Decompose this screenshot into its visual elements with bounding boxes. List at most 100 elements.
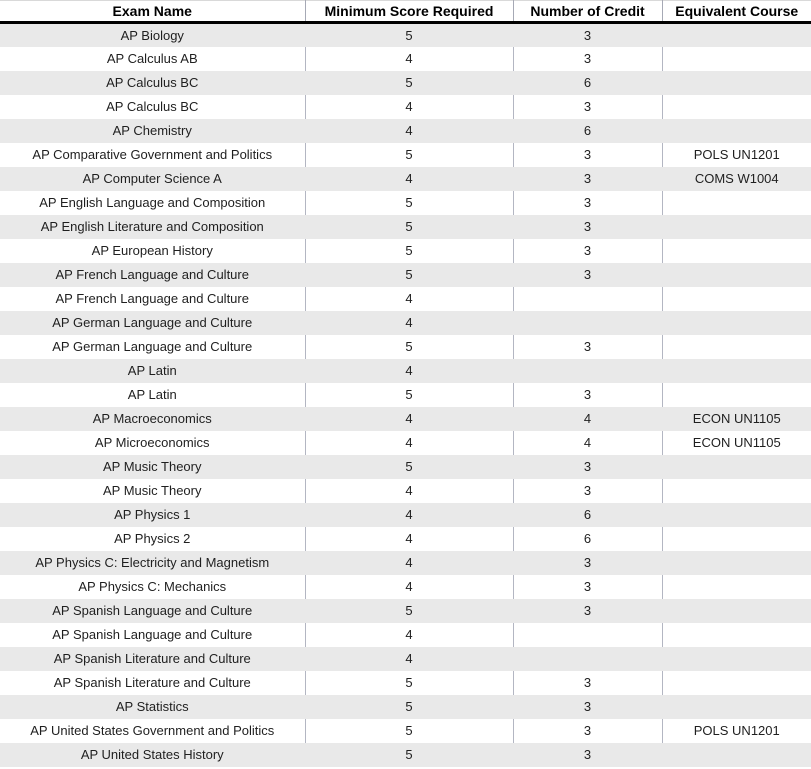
cell-equivalent-course[interactable] <box>662 358 811 383</box>
table-row[interactable]: AP Spanish Language and Culture 4 <box>0 622 811 647</box>
table-row[interactable]: AP Comparative Government and Politics 5… <box>0 142 811 167</box>
cell-minimum-score[interactable]: 5 <box>305 718 514 743</box>
cell-minimum-score[interactable]: 5 <box>305 70 514 95</box>
table-row[interactable]: AP Macroeconomics 4 4 ECON UN1105 <box>0 406 811 431</box>
cell-equivalent-course[interactable] <box>662 550 811 575</box>
table-row[interactable]: AP Spanish Language and Culture 5 3 <box>0 598 811 623</box>
cell-equivalent-course[interactable] <box>662 310 811 335</box>
cell-equivalent-course[interactable] <box>662 598 811 623</box>
table-row[interactable]: AP Spanish Literature and Culture 5 3 <box>0 670 811 695</box>
cell-number-of-credit[interactable]: 3 <box>513 262 663 287</box>
table-row[interactable]: AP German Language and Culture 4 <box>0 310 811 335</box>
cell-number-of-credit[interactable]: 3 <box>513 670 663 695</box>
cell-minimum-score[interactable]: 5 <box>305 190 514 215</box>
cell-number-of-credit[interactable]: 3 <box>513 166 663 191</box>
table-row[interactable]: AP Physics 1 4 6 <box>0 502 811 527</box>
cell-number-of-credit[interactable]: 3 <box>513 382 663 407</box>
cell-exam-name[interactable]: AP European History <box>0 238 306 263</box>
cell-equivalent-course[interactable] <box>662 214 811 239</box>
table-row[interactable]: AP Computer Science A 4 3 COMS W1004 <box>0 166 811 191</box>
table-row[interactable]: AP Physics 2 4 6 <box>0 526 811 551</box>
cell-equivalent-course[interactable] <box>662 286 811 311</box>
table-row[interactable]: AP Latin 5 3 <box>0 382 811 407</box>
table-row[interactable]: AP Biology 5 3 <box>0 22 811 47</box>
cell-number-of-credit[interactable]: 3 <box>513 46 663 71</box>
table-row[interactable]: AP French Language and Culture 4 <box>0 286 811 311</box>
cell-minimum-score[interactable]: 4 <box>305 166 514 191</box>
cell-exam-name[interactable]: AP Spanish Language and Culture <box>0 622 306 647</box>
cell-minimum-score[interactable]: 4 <box>305 622 514 647</box>
cell-minimum-score[interactable]: 4 <box>305 502 514 527</box>
cell-equivalent-course[interactable] <box>662 502 811 527</box>
cell-number-of-credit[interactable] <box>513 646 663 671</box>
cell-number-of-credit[interactable]: 6 <box>513 502 663 527</box>
cell-exam-name[interactable]: AP Computer Science A <box>0 166 306 191</box>
table-row[interactable]: AP Music Theory 4 3 <box>0 478 811 503</box>
cell-number-of-credit[interactable] <box>513 310 663 335</box>
cell-number-of-credit[interactable]: 3 <box>513 718 663 743</box>
cell-minimum-score[interactable]: 4 <box>305 310 514 335</box>
cell-minimum-score[interactable]: 5 <box>305 334 514 359</box>
table-row[interactable]: AP United States Government and Politics… <box>0 718 811 743</box>
table-row[interactable]: AP English Literature and Composition 5 … <box>0 214 811 239</box>
cell-number-of-credit[interactable]: 3 <box>513 238 663 263</box>
cell-minimum-score[interactable]: 5 <box>305 454 514 479</box>
cell-equivalent-course[interactable]: COMS W1004 <box>662 166 811 191</box>
cell-minimum-score[interactable]: 4 <box>305 94 514 119</box>
cell-minimum-score[interactable]: 5 <box>305 694 514 719</box>
cell-equivalent-course[interactable] <box>662 22 811 47</box>
table-row[interactable]: AP English Language and Composition 5 3 <box>0 190 811 215</box>
cell-exam-name[interactable]: AP English Language and Composition <box>0 190 306 215</box>
cell-exam-name[interactable]: AP Microeconomics <box>0 430 306 455</box>
cell-equivalent-course[interactable] <box>662 574 811 599</box>
cell-exam-name[interactable]: AP Physics C: Electricity and Magnetism <box>0 550 306 575</box>
cell-exam-name[interactable]: AP Statistics <box>0 694 306 719</box>
cell-exam-name[interactable]: AP Calculus BC <box>0 94 306 119</box>
cell-equivalent-course[interactable] <box>662 262 811 287</box>
cell-number-of-credit[interactable]: 6 <box>513 70 663 95</box>
cell-exam-name[interactable]: AP Macroeconomics <box>0 406 306 431</box>
cell-equivalent-course[interactable] <box>662 694 811 719</box>
cell-minimum-score[interactable]: 4 <box>305 358 514 383</box>
cell-minimum-score[interactable]: 4 <box>305 118 514 143</box>
cell-number-of-credit[interactable]: 3 <box>513 142 663 167</box>
cell-exam-name[interactable]: AP Spanish Language and Culture <box>0 598 306 623</box>
cell-number-of-credit[interactable] <box>513 286 663 311</box>
table-row[interactable]: AP Music Theory 5 3 <box>0 454 811 479</box>
cell-minimum-score[interactable]: 4 <box>305 406 514 431</box>
cell-minimum-score[interactable]: 4 <box>305 526 514 551</box>
cell-exam-name[interactable]: AP Physics 2 <box>0 526 306 551</box>
cell-exam-name[interactable]: AP United States Government and Politics <box>0 718 306 743</box>
cell-equivalent-course[interactable]: POLS UN1201 <box>662 142 811 167</box>
cell-equivalent-course[interactable] <box>662 742 811 767</box>
cell-equivalent-course[interactable]: ECON UN1105 <box>662 430 811 455</box>
table-row[interactable]: AP French Language and Culture 5 3 <box>0 262 811 287</box>
cell-exam-name[interactable]: AP Chemistry <box>0 118 306 143</box>
cell-equivalent-course[interactable] <box>662 622 811 647</box>
cell-equivalent-course[interactable] <box>662 670 811 695</box>
cell-equivalent-course[interactable] <box>662 382 811 407</box>
cell-equivalent-course[interactable] <box>662 94 811 119</box>
cell-number-of-credit[interactable]: 6 <box>513 526 663 551</box>
cell-minimum-score[interactable]: 4 <box>305 478 514 503</box>
cell-equivalent-course[interactable] <box>662 526 811 551</box>
cell-minimum-score[interactable]: 5 <box>305 742 514 767</box>
cell-exam-name[interactable]: AP Biology <box>0 22 306 47</box>
cell-number-of-credit[interactable]: 4 <box>513 406 663 431</box>
cell-equivalent-course[interactable]: POLS UN1201 <box>662 718 811 743</box>
cell-number-of-credit[interactable]: 3 <box>513 190 663 215</box>
table-row[interactable]: AP European History 5 3 <box>0 238 811 263</box>
cell-exam-name[interactable]: AP Latin <box>0 382 306 407</box>
table-row[interactable]: AP Calculus BC 4 3 <box>0 94 811 119</box>
cell-minimum-score[interactable]: 5 <box>305 262 514 287</box>
cell-exam-name[interactable]: AP Physics 1 <box>0 502 306 527</box>
table-row[interactable]: AP Physics C: Mechanics 4 3 <box>0 574 811 599</box>
cell-minimum-score[interactable]: 5 <box>305 382 514 407</box>
cell-number-of-credit[interactable]: 3 <box>513 214 663 239</box>
cell-minimum-score[interactable]: 5 <box>305 598 514 623</box>
cell-number-of-credit[interactable] <box>513 622 663 647</box>
cell-exam-name[interactable]: AP Spanish Literature and Culture <box>0 670 306 695</box>
cell-exam-name[interactable]: AP French Language and Culture <box>0 262 306 287</box>
cell-exam-name[interactable]: AP Music Theory <box>0 454 306 479</box>
cell-equivalent-course[interactable] <box>662 46 811 71</box>
